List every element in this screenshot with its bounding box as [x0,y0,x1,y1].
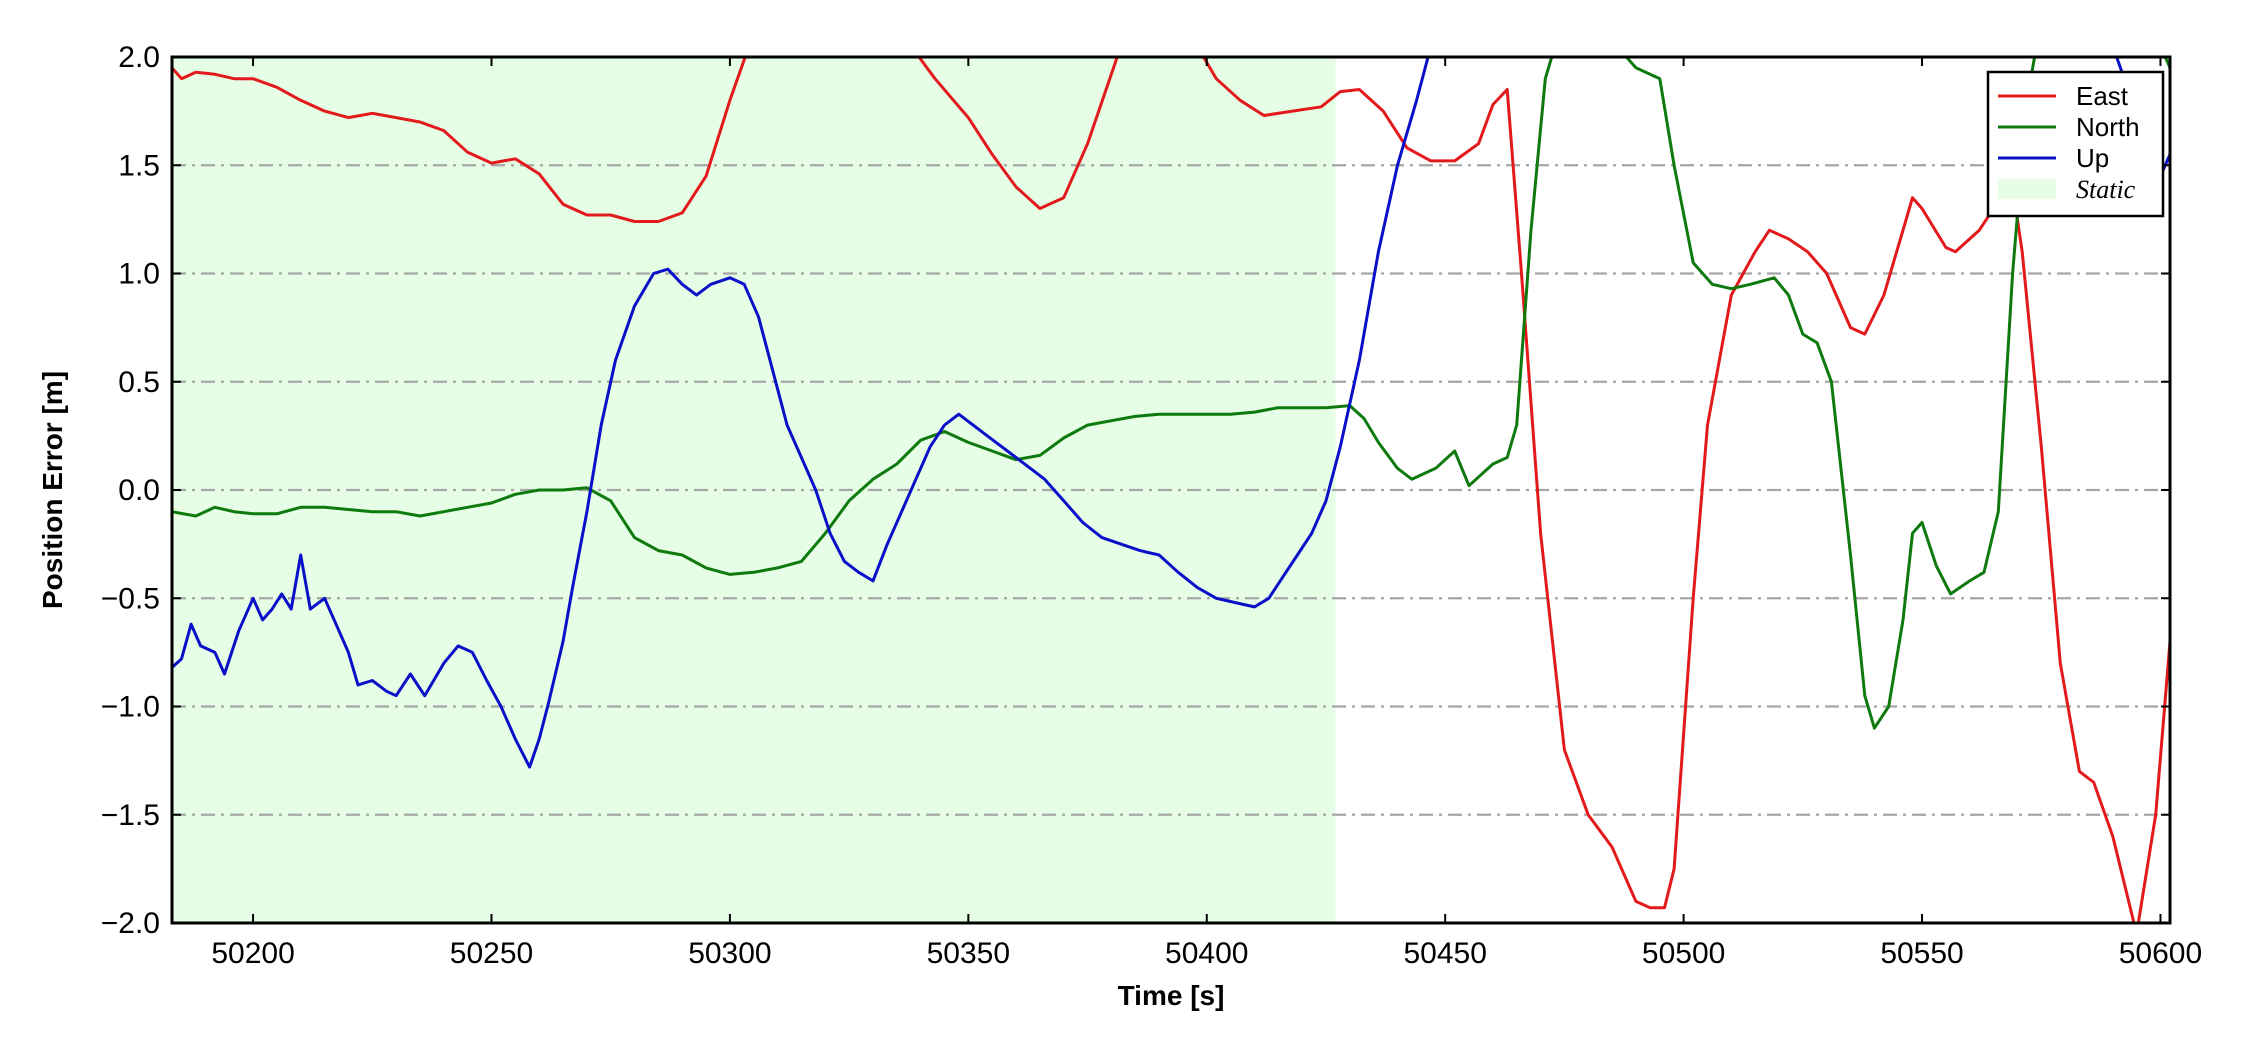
y-tick-label: 0.0 [118,474,160,507]
x-tick-label: 50450 [1403,937,1486,970]
y-tick-label: 1.5 [118,149,160,182]
series-line-east [172,57,2170,923]
x-tick-label: 50500 [1642,937,1725,970]
x-tick-label: 50550 [1880,937,1963,970]
legend-label-east: East [2076,81,2129,111]
legend-swatch-static [1998,179,2056,199]
series-line-up [172,57,2170,769]
y-tick-label: −2.0 [101,907,160,940]
y-tick-label: −1.0 [101,691,160,724]
legend-label-up: Up [2076,143,2109,173]
x-tick-label: 50400 [1165,937,1248,970]
y-tick-label: 0.5 [118,366,160,399]
y-tick-label: −0.5 [101,582,160,615]
legend-label-north: North [2076,112,2140,142]
y-tick-label: 2.0 [118,41,160,74]
x-tick-label: 50350 [927,937,1010,970]
y-tick-label: 1.0 [118,258,160,291]
y-axis-title: Position Error [m] [37,371,68,609]
legend-label-static: Static [2076,175,2136,204]
y-tick-label: −1.5 [101,799,160,832]
x-axis-title: Time [s] [1118,980,1225,1011]
x-tick-label: 50200 [211,937,294,970]
x-tick-label: 50250 [450,937,533,970]
x-tick-label: 50300 [688,937,771,970]
series-line-north [172,57,2170,730]
x-tick-label: 50600 [2119,937,2202,970]
